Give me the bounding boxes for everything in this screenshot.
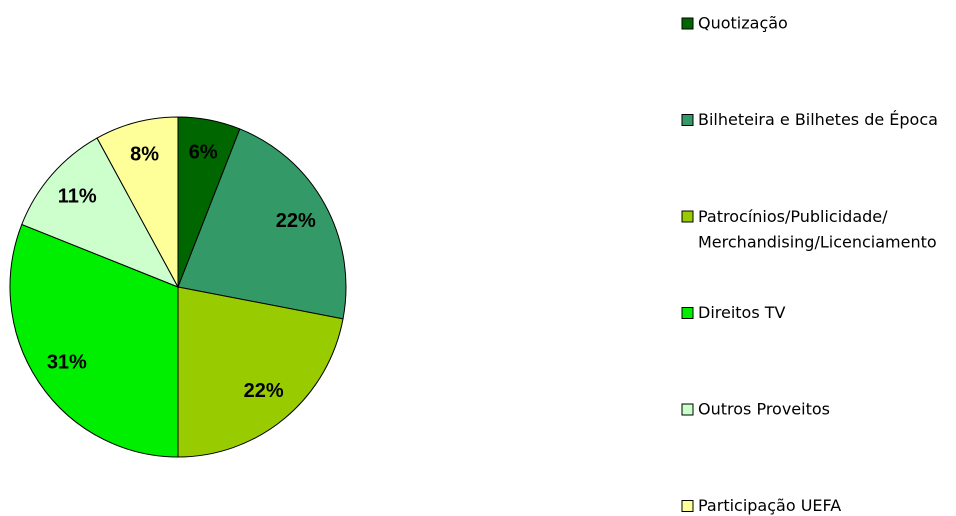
pie-slice xyxy=(177,128,347,320)
data-label: 6% xyxy=(189,142,218,164)
pie-slice xyxy=(177,286,344,458)
legend-swatch xyxy=(681,210,694,223)
legend-swatch xyxy=(681,114,694,126)
legend-label: Participação UEFA xyxy=(698,496,841,515)
data-label: 8% xyxy=(130,144,159,166)
legend-label: Patrocínios/Publicidade/Merchandising/Li… xyxy=(698,207,937,252)
legend-swatch xyxy=(681,500,694,512)
legend-swatch xyxy=(681,307,694,319)
pie-slice xyxy=(96,116,179,288)
legend-swatch xyxy=(681,403,694,416)
pie-slice xyxy=(21,137,180,288)
legend-label: Quotização xyxy=(698,14,788,33)
data-label: 22% xyxy=(244,380,284,402)
legend-swatch xyxy=(681,17,694,30)
legend-label: Bilheteira e Bilhetes de Época xyxy=(698,110,938,129)
data-label: 22% xyxy=(276,210,316,232)
data-label: 31% xyxy=(47,352,87,374)
pie-slice xyxy=(9,223,179,458)
data-label: 11% xyxy=(58,185,97,207)
legend-label: Outros Proveitos xyxy=(698,400,830,419)
legend-label: Direitos TV xyxy=(698,303,786,322)
